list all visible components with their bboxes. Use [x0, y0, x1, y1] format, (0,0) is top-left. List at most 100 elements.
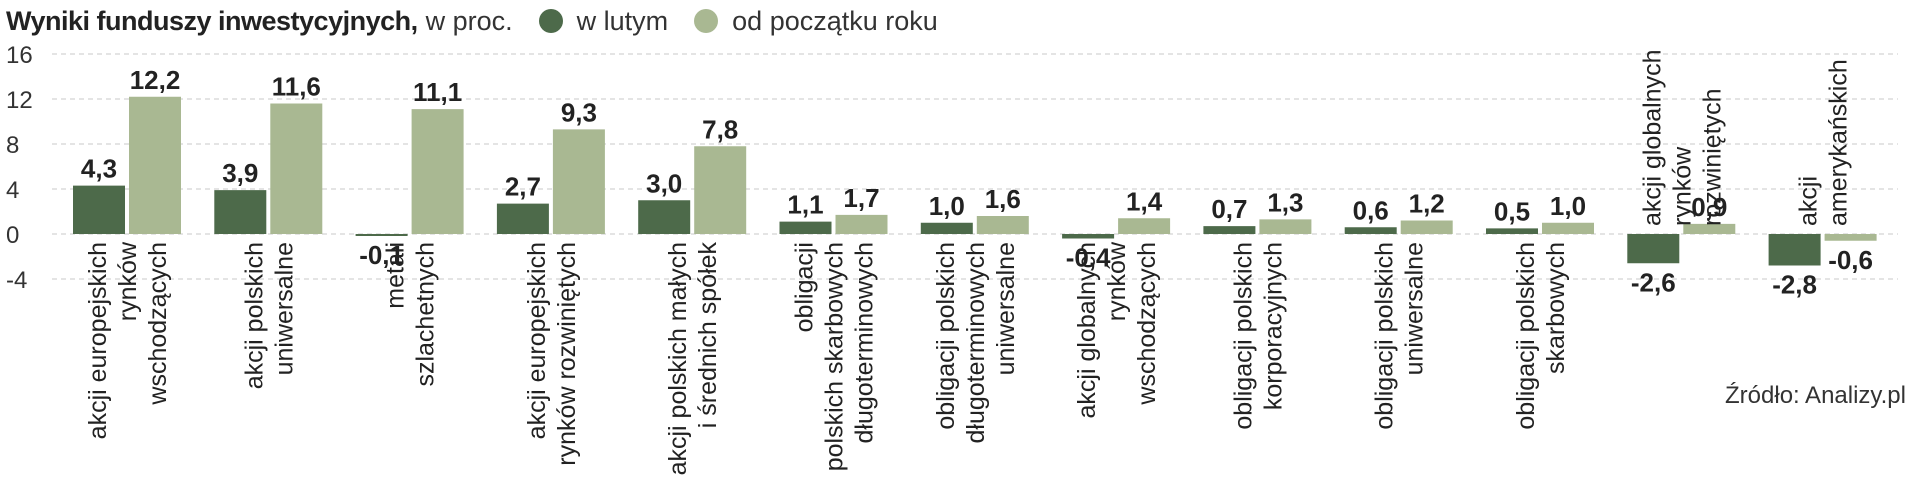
category-label: metali szlachetnych — [382, 242, 440, 387]
category-label-line: i średnich spółek — [694, 242, 722, 429]
bar-w-lutym — [73, 185, 125, 234]
category-label-line: szlachetnych — [412, 242, 440, 387]
legend-label: od początku roku — [732, 5, 938, 36]
category-label-line: amerykańskich — [1825, 59, 1853, 226]
bar-w-lutym — [1768, 234, 1821, 266]
category-label-line: skarbowych — [1542, 242, 1570, 374]
bar-value-label: 9,3 — [561, 97, 597, 127]
bar-od-poczatku-roku — [1259, 219, 1312, 234]
category-label-line: akcji — [1795, 176, 1823, 226]
bar-value-label: 0,6 — [1353, 195, 1389, 225]
category-label-line: uniwersalne — [270, 242, 298, 375]
bar-value-label: 3,9 — [222, 158, 258, 188]
category-label: obligacji polskich uniwersalne — [1371, 242, 1429, 430]
y-tick-label: 0 — [6, 222, 19, 249]
bar-od-poczatku-roku — [694, 146, 747, 234]
category-label-line: rozwiniętych — [1698, 88, 1726, 226]
bar-value-label: 0,5 — [1494, 196, 1530, 226]
bar-value-label: 0,7 — [1211, 194, 1247, 224]
category-label: akcji polskich małych i średnich spółek — [664, 242, 722, 476]
category-label-line: akcji europejskich — [84, 242, 112, 439]
bar-value-labels: 4,3 12,2 3,9 11,6 -0,1 11,1 2,7 9,3 3,0 7,8 1,1 1,7… — [81, 65, 1873, 300]
bar-value-label: 1,4 — [1126, 186, 1163, 216]
y-tick-label: 4 — [6, 177, 19, 204]
y-tick-label: 16 — [6, 42, 33, 69]
y-tick-label: 8 — [6, 132, 19, 159]
category-label-line: korporacyjnych — [1259, 242, 1287, 410]
bar-value-label: 1,6 — [985, 184, 1021, 214]
bar-value-label: 2,7 — [505, 172, 541, 202]
category-labels: akcji europejskich rynków wschodzących akcj… — [84, 50, 1853, 476]
category-label-line: uniwersalne — [1401, 242, 1429, 375]
category-label-line: akcji globalnych — [1638, 50, 1666, 227]
chart-subtitle: w proc. — [425, 5, 513, 36]
category-label: akcji polskich uniwersalne — [240, 242, 298, 389]
bar-od-poczatku-roku — [1824, 234, 1877, 241]
y-tick-label: 12 — [6, 87, 33, 114]
bar-w-lutym — [355, 234, 408, 236]
y-axis-ticks: 16 12 8 4 0 -4 — [6, 42, 33, 294]
bar-value-label: 1,1 — [787, 190, 823, 220]
category-label-line: obligacji polskich — [1512, 242, 1540, 430]
bar-w-lutym — [1203, 226, 1256, 234]
bar-value-label: 1,3 — [1267, 187, 1303, 217]
category-label: obligacji polskich długoterminowych uniwer… — [932, 242, 1020, 444]
bar-od-poczatku-roku — [411, 109, 464, 234]
bar-od-poczatku-roku — [270, 103, 323, 234]
bar-value-label: -0,4 — [1066, 243, 1111, 273]
category-label-line: akcji europejskich — [523, 242, 551, 439]
bar-value-label: 1,0 — [929, 191, 965, 221]
bar-value-label: -0,6 — [1828, 245, 1873, 275]
category-label-line: polskich skarbowych — [821, 242, 849, 471]
category-label: obligacji polskich skarbowych — [1512, 242, 1570, 430]
bar-w-lutym — [214, 190, 267, 234]
category-label-line: rynków — [1668, 146, 1696, 226]
bar-w-lutym — [1486, 228, 1538, 234]
bar-od-poczatku-roku — [1542, 222, 1594, 234]
bar-od-poczatku-roku — [1118, 218, 1171, 234]
bar-value-label: 7,8 — [702, 114, 738, 144]
bar-value-label: 3,0 — [646, 168, 682, 198]
category-label: akcji globalnych rynków wschodzących — [1073, 241, 1161, 418]
bar-w-lutym — [1344, 227, 1397, 234]
bar-w-lutym — [920, 222, 973, 234]
category-label-line: wschodzących — [1133, 242, 1161, 406]
bar-value-label: -0,1 — [359, 240, 404, 270]
chart-header: Wyniki funduszy inwestycyjnych, w proc. … — [6, 4, 938, 38]
category-label-line: uniwersalne — [992, 242, 1020, 375]
bar-value-label: 12,2 — [130, 65, 181, 95]
bar-w-lutym — [779, 221, 832, 234]
category-label-line: rynków rozwiniętych — [553, 242, 581, 466]
category-label-line: akcji polskich — [240, 242, 268, 389]
bar-value-label: -2,8 — [1772, 270, 1817, 300]
chart-title: Wyniki funduszy inwestycyjnych, — [6, 5, 418, 36]
bar-value-label: 1,2 — [1409, 189, 1445, 219]
bar-value-label: 11,1 — [413, 77, 462, 107]
bar-value-label: 0,9 — [1691, 192, 1727, 222]
gridlines — [52, 53, 1898, 280]
bar-od-poczatku-roku — [976, 216, 1029, 234]
bar-w-lutym — [1627, 234, 1680, 264]
bar-od-poczatku-roku — [552, 129, 605, 234]
category-label: akcji europejskich rynków wschodzących — [84, 241, 172, 439]
category-label: akcji globalnych rynków rozwiniętych — [1638, 50, 1726, 227]
category-label-line: obligacji polskich — [932, 242, 960, 430]
bar-w-lutym — [496, 203, 549, 234]
category-label-line: rynków — [114, 241, 142, 321]
category-label-line: obligacji — [791, 242, 819, 332]
bar-od-poczatku-roku — [1683, 223, 1736, 234]
bar-od-poczatku-roku — [835, 214, 888, 234]
category-label-line: obligacji polskich — [1229, 242, 1257, 430]
bar-value-label: -2,6 — [1631, 267, 1676, 297]
y-tick-label: -4 — [6, 267, 27, 294]
category-label-line: długoterminowych — [962, 242, 990, 444]
bar-value-label: 11,6 — [272, 72, 321, 102]
source-note: Źródło: Analizy.pl — [1725, 382, 1906, 409]
category-label-line: metali — [382, 242, 410, 309]
bar-value-label: 1,7 — [843, 183, 879, 213]
category-label-line: akcji polskich małych — [664, 242, 692, 475]
category-label-line: długoterminowych — [851, 242, 879, 444]
category-label: akcji amerykańskich — [1795, 59, 1853, 226]
category-label-line: obligacji polskich — [1371, 242, 1399, 430]
